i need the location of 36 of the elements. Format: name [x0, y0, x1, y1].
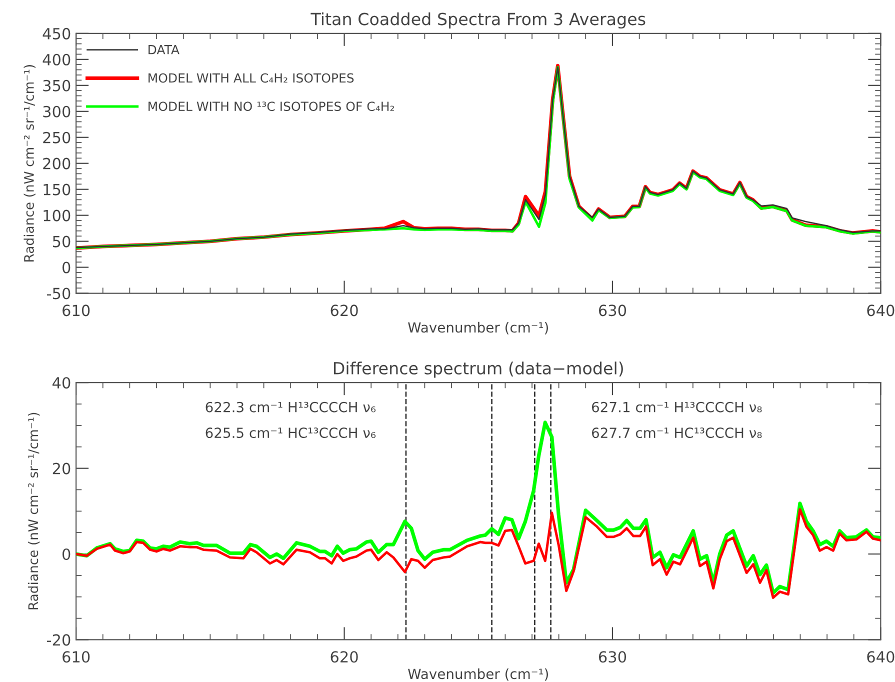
- x-tick-label: 610: [62, 304, 90, 316]
- legend-label: DATA: [148, 45, 180, 54]
- x-tick-label: 630: [598, 304, 626, 316]
- y-tick-label: 0: [62, 548, 70, 560]
- x-axis-title: Wavenumber (cm⁻¹): [408, 322, 548, 334]
- x-tick-label: 640: [867, 651, 894, 663]
- y-tick-label: 50: [52, 236, 70, 248]
- y-tick-label: -50: [47, 288, 70, 300]
- x-axis-title: Wavenumber (cm⁻¹): [408, 668, 548, 681]
- legend-label: MODEL WITH NO ¹³C ISOTOPES OF C₄H₂: [148, 102, 394, 112]
- y-tick-label: 400: [42, 54, 70, 66]
- y-tick-label: 100: [44, 210, 70, 222]
- x-tick-label: 630: [598, 651, 626, 663]
- y-tick-label: 150: [44, 184, 70, 196]
- y-tick-label: 40: [52, 377, 70, 389]
- legend-label: MODEL WITH ALL C₄H₂ ISOTOPES: [148, 73, 354, 83]
- x-tick-label: 620: [330, 304, 358, 316]
- x-tick-label: 610: [62, 651, 90, 663]
- annotation: 627.1 cm⁻¹ H¹³CCCCH ν₈: [592, 402, 762, 412]
- y-tick-label: 350: [43, 80, 70, 92]
- annotation: 622.3 cm⁻¹ H¹³CCCCH ν₆: [206, 402, 376, 412]
- annotation: 625.5 cm⁻¹ HC¹³CCCH ν₆: [206, 428, 376, 438]
- y-axis-title: Radiance (nW cm⁻² sr⁻¹/cm⁻¹): [28, 412, 40, 610]
- y-tick-label: 20: [52, 462, 70, 474]
- y-axis-title: Radiance (nW cm⁻² sr⁻¹/cm⁻¹): [24, 65, 36, 262]
- chart-title: Titan Coadded Spectra From 3 Averages: [310, 12, 646, 29]
- chart-title: Difference spectrum (data−model): [334, 362, 623, 378]
- y-tick-label: 250: [43, 132, 70, 144]
- y-tick-label: 0: [62, 262, 70, 274]
- y-tick-label: 300: [43, 106, 70, 118]
- y-tick-label: 450: [42, 28, 70, 40]
- annotation: 627.7 cm⁻¹ HC¹³CCCH ν₈: [592, 428, 762, 438]
- y-tick-label: -20: [47, 634, 70, 646]
- x-tick-label: 640: [867, 304, 894, 316]
- x-tick-label: 620: [330, 651, 358, 663]
- y-tick-label: 200: [43, 158, 70, 170]
